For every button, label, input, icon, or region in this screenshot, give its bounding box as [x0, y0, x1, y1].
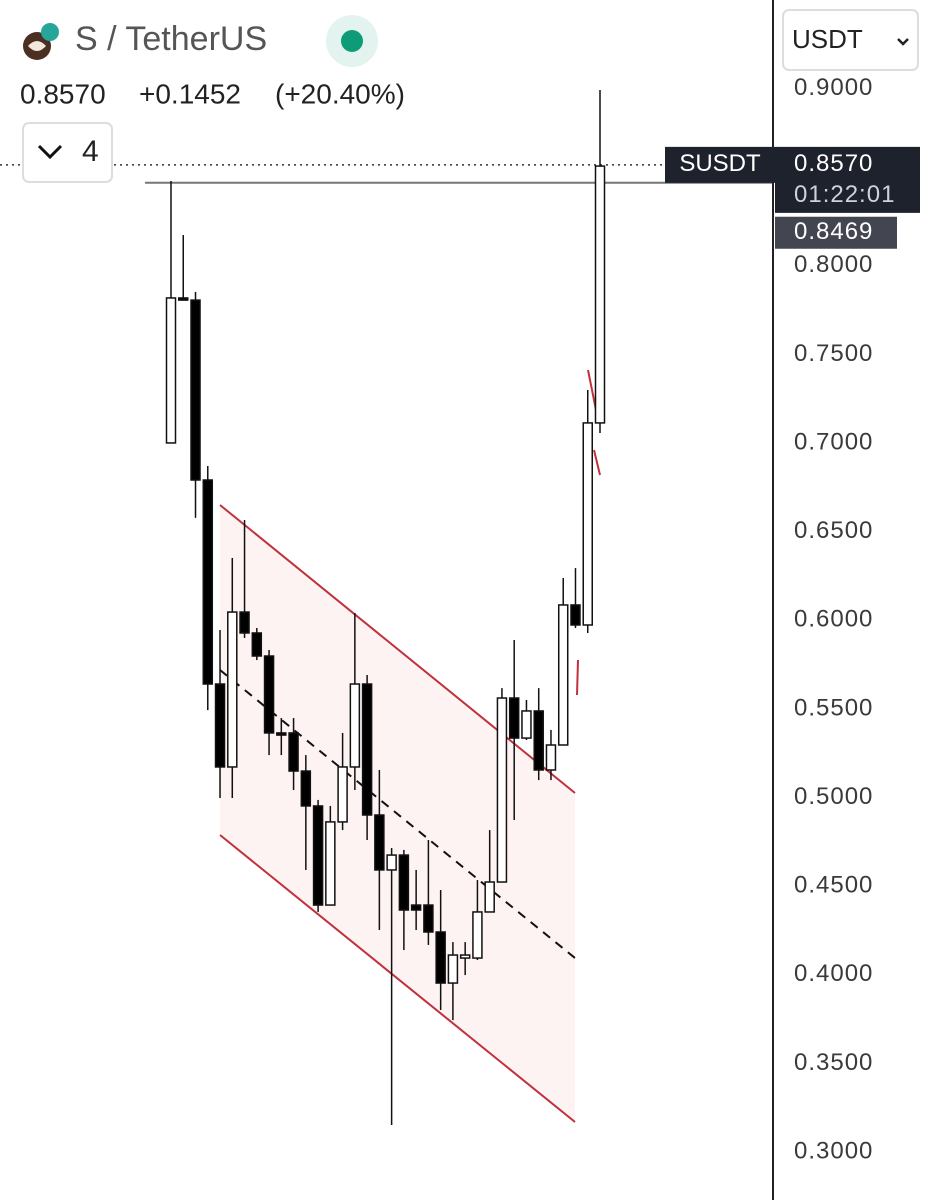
level-tag-value: 0.8469 [794, 218, 873, 245]
y-tick-label: 0.5500 [794, 694, 873, 721]
candle-body [251, 632, 263, 657]
candle-body [508, 697, 520, 739]
drawing-mark [576, 659, 579, 696]
currency-dropdown[interactable] [782, 9, 919, 71]
y-tick-label: 0.9000 [794, 74, 873, 101]
candle-body [178, 297, 189, 301]
interval[interactable]: 4 [82, 135, 99, 168]
change: +0.1452 [139, 78, 241, 109]
candle-body [423, 904, 434, 933]
candle-body [165, 297, 177, 444]
candle-body [386, 854, 397, 871]
candle-body [300, 770, 312, 807]
candle-body [227, 611, 238, 768]
candle-body [459, 954, 471, 959]
candle-body [325, 821, 336, 906]
price-axis: 0.3000 0.3500 0.4000 0.4500 0.5000 0.5500 0.60… [794, 74, 873, 1165]
y-tick-label: 0.4000 [794, 960, 873, 987]
price: 0.8570 [20, 78, 106, 109]
candle-body [337, 766, 348, 823]
price-tag-countdown: 01:22:01 [794, 181, 895, 208]
candle-body [288, 732, 299, 772]
candle-body [190, 299, 201, 481]
candle-body [276, 732, 287, 736]
candle-body [361, 683, 373, 816]
y-tick-label: 0.6000 [794, 606, 873, 633]
candle-body [496, 697, 508, 883]
y-tick-label: 0.3000 [794, 1137, 873, 1164]
y-tick-label: 0.7000 [794, 428, 873, 455]
price-tag-value: 0.8570 [794, 150, 873, 177]
candle-body [484, 881, 495, 913]
price-tag-bg [665, 146, 920, 213]
channel-upper [219, 504, 576, 794]
price-tag: SUSDT 0.8570 01:22:01 0.8469 [665, 146, 920, 249]
interval-button[interactable] [22, 122, 113, 183]
candle-body [447, 954, 459, 984]
dropdown-chevron [897, 38, 909, 46]
candle-body [239, 611, 250, 634]
candle-body [202, 479, 214, 685]
symbol-title: S / TetherUS [75, 20, 267, 58]
candle-body [570, 604, 581, 626]
interval-chevron [37, 144, 63, 160]
candle-body [582, 422, 593, 626]
symbol-badge [41, 23, 59, 41]
candle-body [410, 904, 422, 911]
channel-mid [219, 669, 576, 959]
status-dot [341, 30, 363, 52]
candle-body [472, 911, 483, 959]
currency[interactable]: USDT [792, 24, 863, 54]
y-tick-label: 0.5000 [794, 783, 873, 810]
candle-body [398, 854, 410, 911]
candle-body [263, 655, 275, 734]
candle-body [435, 931, 446, 984]
level-tag-bg [775, 216, 897, 249]
candle-body [349, 683, 361, 768]
candle-body [214, 683, 226, 768]
candle-body [521, 710, 532, 739]
y-tick-label: 0.6500 [794, 517, 873, 544]
candle-body [545, 744, 557, 771]
y-tick-label: 0.7500 [794, 340, 873, 367]
drawing-mark [593, 449, 601, 476]
channel-lower [219, 834, 576, 1123]
price-tag-symbol: SUSDT [679, 150, 761, 177]
drawing-mark [587, 369, 597, 411]
candle-body [374, 814, 385, 871]
y-tick-label: 0.4500 [794, 872, 873, 899]
y-tick-label: 0.8000 [794, 251, 873, 278]
candle-body [533, 710, 544, 771]
candle-body [312, 805, 324, 906]
symbol-icon [28, 41, 46, 51]
change-pct: (+20.40%) [275, 78, 405, 109]
candle-body [594, 165, 606, 424]
y-tick-label: 0.3500 [794, 1049, 873, 1076]
candle-body [557, 604, 569, 746]
